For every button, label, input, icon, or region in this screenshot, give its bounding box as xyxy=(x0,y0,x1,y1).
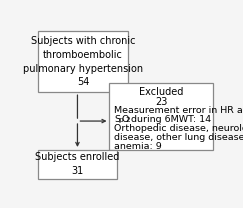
Text: p: p xyxy=(118,117,123,123)
Text: Measurement error in HR and: Measurement error in HR and xyxy=(114,106,243,115)
Text: O: O xyxy=(121,115,129,124)
Text: during 6MWT: 14: during 6MWT: 14 xyxy=(128,115,211,124)
Text: S: S xyxy=(114,115,120,124)
FancyBboxPatch shape xyxy=(38,31,128,92)
Text: Subjects with chronic
thromboembolic
pulmonary hypertension
54: Subjects with chronic thromboembolic pul… xyxy=(23,36,143,87)
Text: 2: 2 xyxy=(125,117,130,123)
Text: Subjects enrolled
31: Subjects enrolled 31 xyxy=(35,152,120,176)
Text: Orthopedic disease, neurological: Orthopedic disease, neurological xyxy=(114,124,243,133)
Text: 23: 23 xyxy=(155,97,167,106)
Text: Excluded: Excluded xyxy=(139,87,183,97)
Text: anemia: 9: anemia: 9 xyxy=(114,142,162,151)
FancyBboxPatch shape xyxy=(38,150,117,179)
Text: disease, other lung disease, or: disease, other lung disease, or xyxy=(114,133,243,142)
FancyBboxPatch shape xyxy=(109,83,213,150)
